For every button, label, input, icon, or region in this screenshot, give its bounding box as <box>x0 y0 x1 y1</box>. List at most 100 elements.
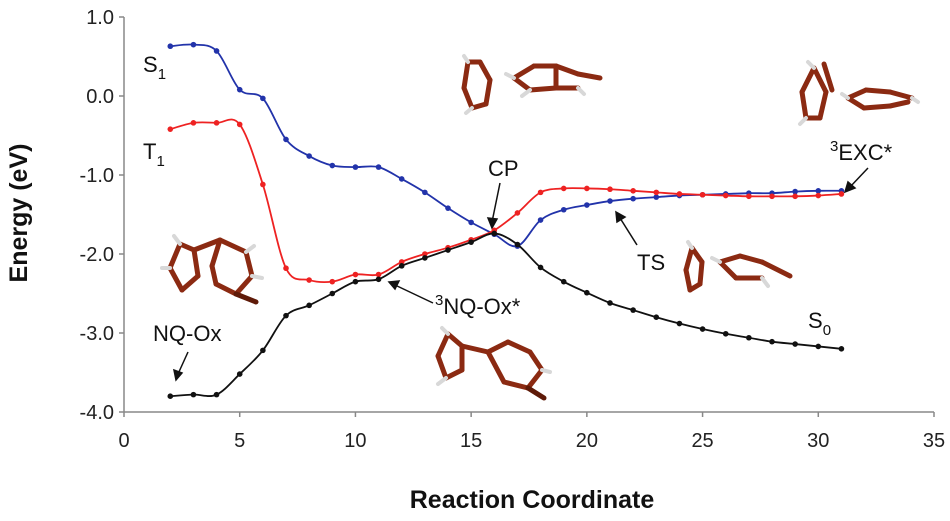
data-point-s1 <box>653 194 660 200</box>
data-point-t1 <box>422 251 428 257</box>
cp-arrow <box>491 182 501 223</box>
series-t1 <box>167 118 845 285</box>
data-point-s0 <box>190 391 197 398</box>
y-tick-label: -2.0 <box>80 244 114 266</box>
data-point-t1 <box>792 193 798 200</box>
y-tick-label: 0.0 <box>86 86 114 108</box>
x-tick-label: 30 <box>807 430 829 452</box>
data-point-s1 <box>560 206 567 213</box>
data-point-t1 <box>838 191 845 197</box>
nqox-arrow <box>177 351 189 375</box>
data-point-s0 <box>769 338 775 345</box>
data-point-t1 <box>375 271 382 278</box>
data-point-s1 <box>468 219 474 226</box>
y-axis-title: Energy (eV) <box>5 144 33 283</box>
data-point-s1 <box>537 217 544 223</box>
data-point-s0 <box>514 241 521 248</box>
series-s0 <box>167 230 845 400</box>
molecule-nqox-icon <box>160 234 264 305</box>
data-point-s0 <box>838 346 845 352</box>
data-point-s0 <box>329 290 336 297</box>
data-point-s1 <box>352 164 359 170</box>
data-point-s1 <box>213 48 220 54</box>
y-tick-label: 1.0 <box>86 7 114 29</box>
data-point-s0 <box>722 330 729 337</box>
data-point-t1 <box>236 121 243 128</box>
data-point-s1 <box>190 41 197 48</box>
data-point-s0 <box>560 278 567 285</box>
data-point-s0 <box>375 276 382 283</box>
y-tick-label: -4.0 <box>80 402 114 424</box>
data-point-s0 <box>167 393 174 400</box>
tick-labels: 0 5 10 15 20 25 30 35 1.0 0.0 -1.0 -2.0 -3.0 -4.0 <box>80 7 946 452</box>
data-point-s0 <box>815 343 822 350</box>
data-point-s0 <box>491 230 498 237</box>
data-point-s0 <box>260 347 266 354</box>
x-tick-label: 0 <box>118 430 129 452</box>
data-point-s0 <box>213 391 220 398</box>
data-point-s0 <box>398 263 405 269</box>
annotation-arrows <box>172 167 869 382</box>
data-point-s1 <box>422 189 428 196</box>
data-point-s0 <box>746 334 752 341</box>
ts-arrow <box>619 217 638 246</box>
data-point-t1 <box>329 278 336 285</box>
data-point-s1 <box>398 176 405 182</box>
x-tick-label: 10 <box>344 430 366 452</box>
data-point-t1 <box>560 185 567 192</box>
data-point-s0 <box>630 307 636 313</box>
molecule-cp-icon <box>461 54 603 115</box>
data-point-s1 <box>445 205 451 211</box>
data-point-t1 <box>167 126 174 132</box>
data-point-s0 <box>699 326 706 332</box>
exc-arrow <box>849 167 869 188</box>
data-point-s1 <box>815 188 822 194</box>
data-point-s1 <box>329 162 336 169</box>
y-tick-label: -3.0 <box>80 323 114 345</box>
label-t1: T1 <box>143 139 165 170</box>
molecule-nqox-star-icon <box>435 326 552 401</box>
label-ts: TS <box>637 250 665 275</box>
data-point-t1 <box>306 277 312 283</box>
data-point-t1 <box>746 193 752 200</box>
data-point-t1 <box>213 120 220 126</box>
data-point-t1 <box>584 185 590 192</box>
data-point-t1 <box>676 191 683 197</box>
axes <box>119 16 935 417</box>
data-point-s1 <box>607 198 613 204</box>
x-axis-title: Reaction Coordinate <box>410 486 655 514</box>
data-point-t1 <box>398 259 405 265</box>
data-point-s0 <box>792 341 798 347</box>
data-point-t1 <box>699 191 706 198</box>
data-point-s0 <box>445 247 451 253</box>
data-point-s1 <box>792 188 798 195</box>
data-point-s1 <box>260 95 266 102</box>
data-point-s1 <box>283 136 289 143</box>
data-point-s1 <box>236 86 243 93</box>
data-point-s0 <box>468 239 474 245</box>
data-point-s0 <box>422 255 428 261</box>
label-nqox-star: 3NQ-Ox* <box>435 292 521 319</box>
label-cp: CP <box>488 156 519 181</box>
data-point-s0 <box>676 320 683 327</box>
data-point-s0 <box>653 314 660 321</box>
data-point-t1 <box>260 181 266 188</box>
data-point-s1 <box>630 195 636 202</box>
series-layer <box>167 41 845 400</box>
data-point-s0 <box>584 289 590 296</box>
label-s1: S1 <box>143 52 166 83</box>
data-point-s0 <box>236 371 243 377</box>
x-tick-label: 35 <box>923 430 945 452</box>
data-point-s0 <box>607 300 613 306</box>
nqox-star-arrow <box>394 284 434 304</box>
data-point-s0 <box>352 278 359 285</box>
data-point-t1 <box>769 193 775 200</box>
x-tick-label: 15 <box>460 430 482 452</box>
data-point-t1 <box>352 271 359 278</box>
data-point-t1 <box>653 189 660 196</box>
x-tick-label: 5 <box>234 430 245 452</box>
data-point-t1 <box>537 189 544 196</box>
molecule-exc-icon <box>798 60 920 126</box>
